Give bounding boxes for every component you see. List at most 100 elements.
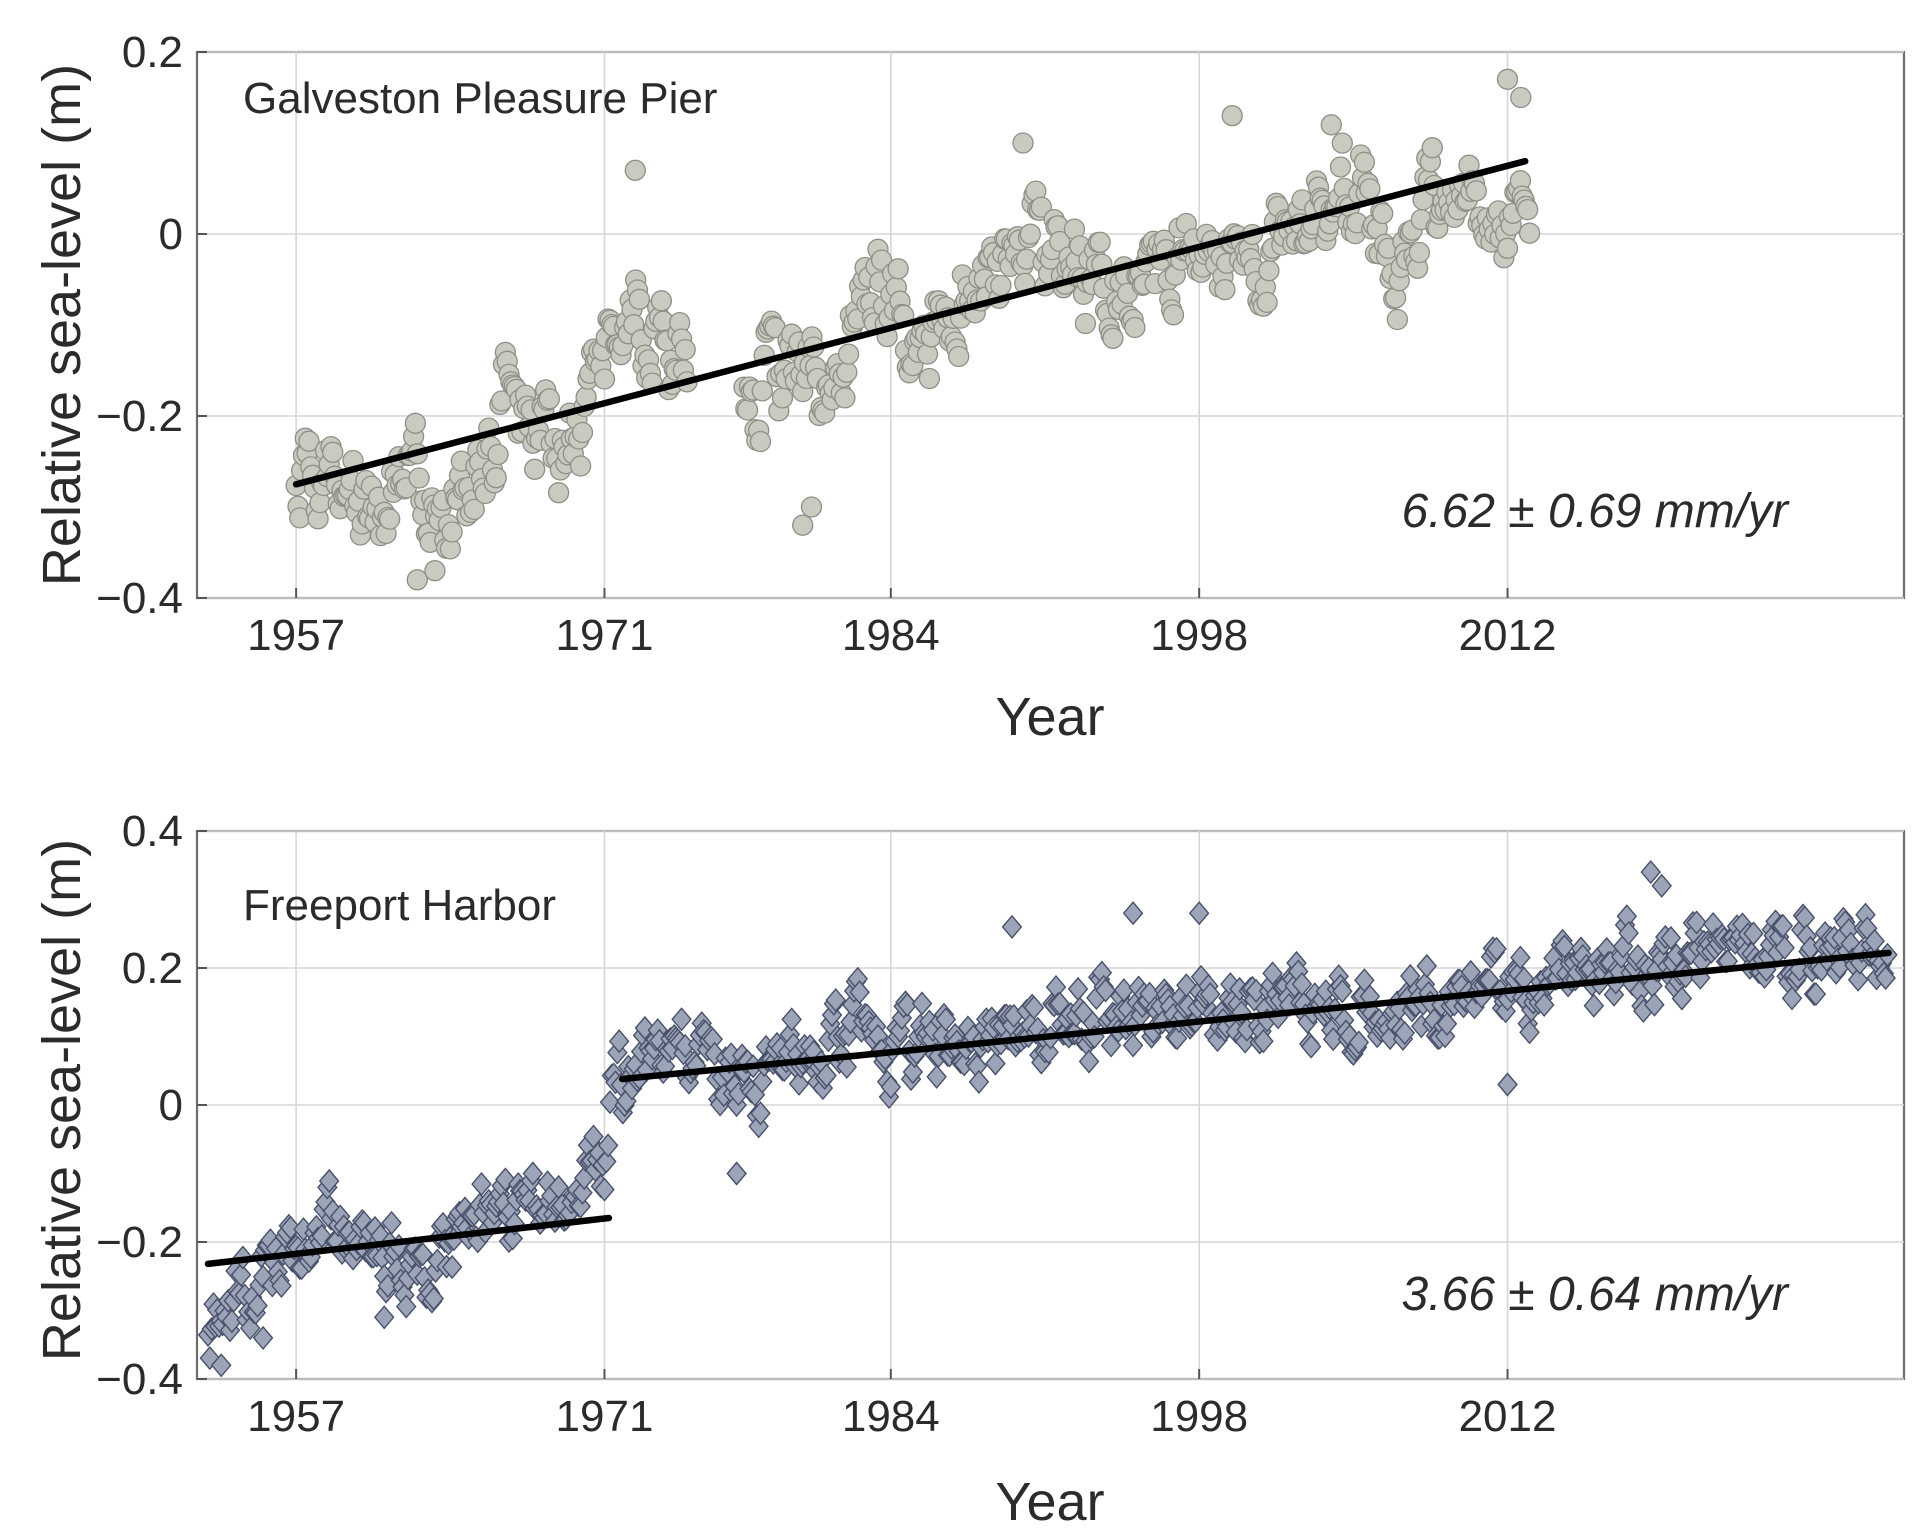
freeport-data-point [594,1177,615,1202]
freeport-data-point [1394,1020,1416,1045]
galveston-x-tick-label: 1957 [247,611,345,660]
galveston-data-point [916,343,939,365]
freeport-data-point [311,1224,333,1249]
freeport-data-point [1001,914,1023,939]
galveston-data-point [1162,304,1185,326]
freeport-data-point [239,1316,261,1341]
galveston-x-tick-label: 1998 [1150,611,1248,660]
freeport-data-point [788,1071,810,1096]
freeport-data-point [280,1215,301,1240]
freeport-data-point [634,1015,656,1041]
freeport-data-point [1533,992,1555,1017]
galveston-data-point [771,387,794,409]
freeport-data-point [607,1040,628,1065]
galveston-data-point [948,345,970,368]
freeport-data-point [880,1074,902,1100]
freeport-data-point [1554,934,1575,959]
galveston-data-point [1510,86,1532,109]
galveston-data-point [593,368,616,390]
freeport-data-point [1774,935,1795,960]
galveston-data-point [1384,287,1407,309]
freeport-data-point [750,1101,771,1126]
freeport-data-point [395,1294,417,1319]
galveston-data-point [1518,222,1541,244]
freeport-data-point [1644,992,1665,1017]
galveston-data-point [1102,327,1124,349]
galveston-data-point [749,430,772,453]
freeport-data-point [1618,921,1639,946]
freeport-data-point [1743,921,1764,946]
freeport-data-point [412,1242,434,1267]
galveston-data-point [547,482,570,504]
galveston-data-point [674,338,696,361]
freeport-data-point [247,1293,268,1318]
freeport-data-point [1122,1033,1144,1058]
galveston-data-point [1386,308,1409,331]
freeport-data-point [1300,1034,1322,1059]
freeport-data-point [221,1309,243,1334]
galveston-data-point [1465,180,1487,202]
freeport-data-point [230,1262,252,1287]
galveston-data-point [441,521,463,543]
freeport-data-point [599,1090,621,1115]
freeport-data-point [1640,860,1662,885]
freeport-data-point [1671,986,1693,1011]
freeport-y-tick-label: 0 [159,1081,183,1130]
galveston-data-point [408,467,430,489]
galveston-data-point [628,288,651,310]
galveston-data-point [406,569,428,591]
galveston-data-point [1089,231,1111,253]
galveston-x-tick-label: 1984 [842,611,940,660]
freeport-data-point [441,1254,463,1280]
freeport-data-point [373,1305,395,1330]
galveston-data-point [1256,291,1278,314]
galveston-data-point [736,399,759,421]
galveston-data-point [322,441,344,463]
freeport-data-point [1847,967,1869,992]
freeport-data-point [825,988,847,1013]
freeport-data-point [781,1007,802,1032]
freeport-data-point [1166,1026,1188,1051]
freeport-data-point [522,1161,544,1186]
galveston-data-point [404,412,427,434]
galveston-data-point [1030,196,1052,218]
galveston-data-point [1408,241,1431,264]
freeport-data-point [596,1149,617,1174]
freeport-data-point [471,1172,492,1197]
galveston-data-point [1012,132,1034,154]
freeport-data-point [1262,961,1283,986]
freeport-x-tick-label: 1984 [842,1392,940,1441]
galveston-data-point [1258,260,1280,282]
freeport-data-point [1332,979,1353,1004]
galveston-data-point [1517,198,1539,221]
freeport-data-point [1253,1029,1274,1054]
galveston-data-point [485,467,507,489]
freeport-data-point [1434,1024,1456,1049]
freeport-data-point [423,1286,445,1311]
galveston-data-point [834,387,856,409]
freeport-data-point [572,1180,593,1205]
freeport-data-point [968,1069,990,1094]
freeport-data-point [1510,945,1531,970]
galveston-ticks: 1957 1971 1984 1998 2012 0.2 0 −0.2 −0.4 [96,28,1556,660]
freeport-data-point [752,1069,773,1094]
freeport-data-point [902,1059,924,1085]
galveston-data-point [918,367,941,390]
freeport-x-tick-label: 2012 [1459,1392,1557,1441]
freeport-data-point [704,1041,725,1066]
freeport-y-tick-label: −0.2 [96,1218,183,1267]
freeport-data-point [1497,1072,1518,1097]
freeport-data-point [1049,991,1070,1016]
freeport-data-point [1436,1011,1458,1036]
galveston-data-point [1421,137,1443,159]
freeport-data-point [1651,873,1673,898]
freeport-data-point [252,1325,274,1350]
galveston-data-point [990,274,1012,297]
freeport-data-point [381,1210,402,1235]
freeport-data-point [210,1353,232,1378]
freeport-data-point [1038,1040,1059,1065]
galveston-data-point [650,290,673,312]
freeport-x-axis-label: Year [995,1472,1104,1532]
freeport-data-point [1095,978,1116,1003]
